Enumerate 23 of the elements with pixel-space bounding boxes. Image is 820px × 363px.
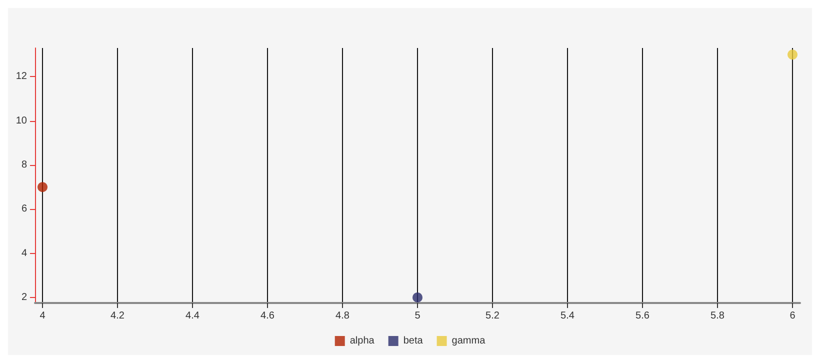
x-tick-label: 4 (40, 310, 46, 322)
x-tick-label: 5.6 (636, 310, 650, 322)
legend-label: beta (403, 336, 424, 346)
point (38, 182, 48, 192)
x-tick-label: 5.4 (560, 310, 575, 322)
x-tick-label: 5.8 (710, 310, 725, 322)
x-tick-label: 4.2 (110, 310, 125, 322)
x-tick-label: 6 (790, 310, 796, 322)
x-tick-label: 5.2 (486, 310, 500, 322)
y-tick-label: 12 (16, 71, 28, 82)
legend-label: gamma (452, 336, 486, 346)
point (788, 50, 798, 60)
y-tick-label: 6 (21, 204, 28, 215)
x-tick-label: 4.6 (260, 310, 275, 322)
point (412, 292, 422, 302)
x-tick-label: 5 (414, 310, 421, 322)
y-tick-label: 10 (16, 115, 28, 126)
x-tick-label: 4.4 (186, 310, 200, 322)
y-tick-label: 4 (21, 248, 28, 259)
x-tick-label: 4.8 (336, 310, 350, 322)
y-tick-label: 2 (21, 292, 28, 303)
y-tick-label: 8 (21, 160, 28, 171)
legend-label: alpha (350, 336, 375, 346)
